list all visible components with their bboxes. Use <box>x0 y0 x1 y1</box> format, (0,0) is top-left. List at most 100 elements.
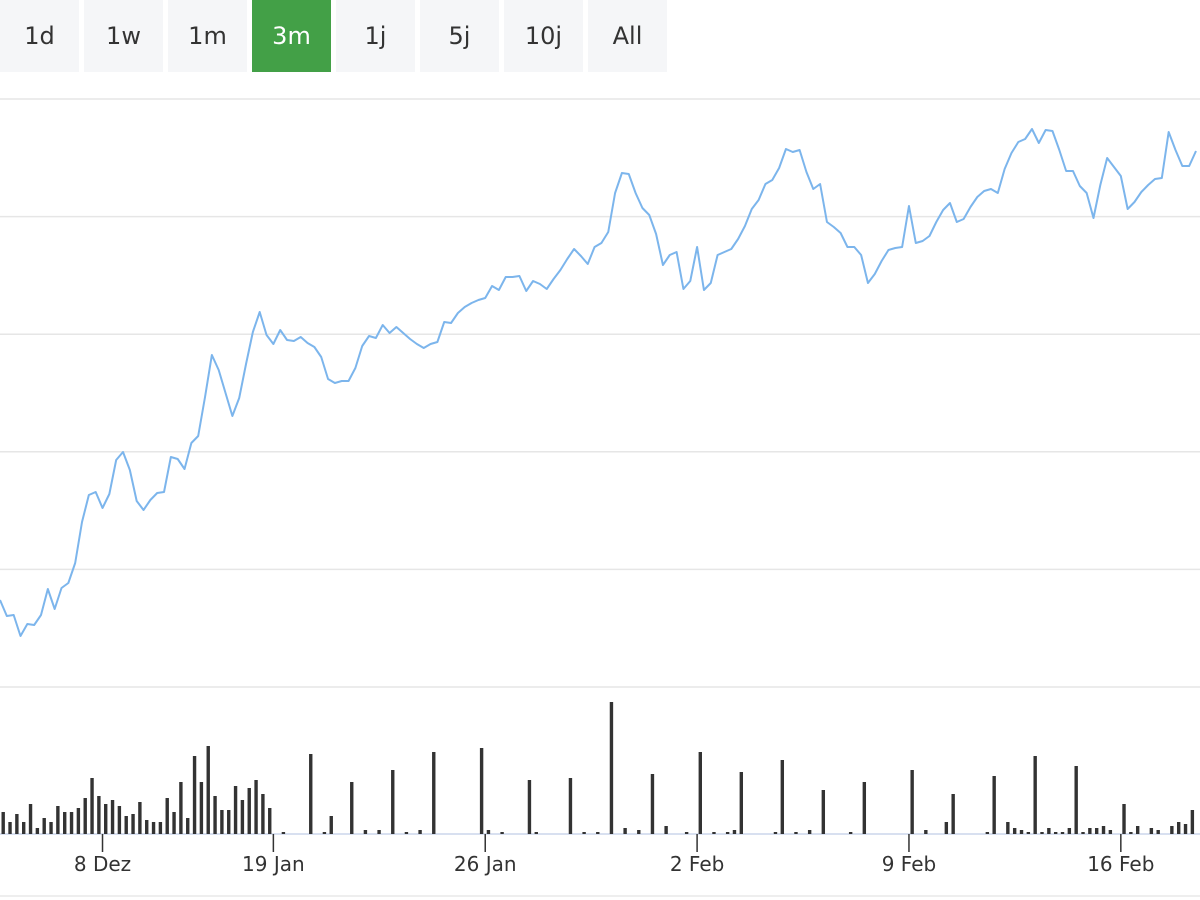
volume-bar <box>1170 826 1174 834</box>
volume-bar <box>650 774 655 834</box>
volume-bar <box>1101 826 1106 834</box>
range-button[interactable]: 3m <box>252 0 331 72</box>
volume-bar <box>773 832 778 834</box>
volume-bar <box>1156 830 1160 834</box>
volume-bar <box>1019 830 1024 834</box>
volume-bar <box>712 832 716 834</box>
volume-bar <box>985 832 990 834</box>
x-tick-label: 9 Feb <box>882 852 937 876</box>
volume-bar <box>90 778 94 834</box>
volume-bar <box>404 832 409 834</box>
volume-bar <box>1006 822 1010 834</box>
volume-bar <box>1108 830 1113 834</box>
range-button[interactable]: 5j <box>420 0 499 72</box>
volume-bar <box>42 818 46 834</box>
volume-bar <box>725 832 730 834</box>
volume-bar <box>186 818 190 834</box>
volume-bar <box>1033 756 1037 834</box>
range-button[interactable]: 1d <box>0 0 79 72</box>
volume-bar <box>1053 832 1058 834</box>
volume-bar <box>206 746 210 834</box>
volume-bar <box>807 830 812 834</box>
volume-bar <box>165 798 169 834</box>
volume-bar <box>172 812 176 834</box>
volume-bar <box>220 810 224 834</box>
volume-bar <box>479 748 484 834</box>
volume-bar <box>1149 828 1154 834</box>
price-line <box>0 128 1197 637</box>
volume-bar <box>377 830 381 834</box>
x-tick-label: 16 Feb <box>1087 852 1154 876</box>
volume-bar <box>213 796 217 834</box>
volume-bar <box>1183 824 1188 834</box>
volume-bar <box>568 778 573 834</box>
volume-bar <box>1088 828 1092 834</box>
x-tick-label: 8 Dez <box>74 852 131 876</box>
volume-bar <box>1060 832 1065 834</box>
volume-bar <box>158 822 163 834</box>
x-tick-label: 2 Feb <box>670 852 725 876</box>
volume-bar <box>69 812 74 834</box>
volume-bar <box>527 780 532 834</box>
volume-bar <box>8 822 12 834</box>
volume-bar <box>391 770 395 834</box>
range-button[interactable]: 1m <box>168 0 247 72</box>
volume-bar <box>350 782 354 834</box>
volume-bar <box>1067 828 1072 834</box>
volume-bar <box>1190 810 1195 834</box>
volume-bar <box>35 828 40 834</box>
volume-bar <box>1074 766 1078 834</box>
volume-bar <box>794 832 798 834</box>
volume-bar <box>739 772 744 834</box>
volume-bar <box>117 806 122 834</box>
volume-bar <box>309 754 313 834</box>
volume-bar <box>944 822 949 834</box>
volume-bar <box>1122 804 1126 834</box>
volume-bar <box>131 814 135 834</box>
volume-bar <box>684 832 689 834</box>
volume-bar <box>329 816 333 834</box>
volume-bar <box>582 832 586 834</box>
volume-bar <box>1094 828 1099 834</box>
range-button[interactable]: 1j <box>336 0 415 72</box>
volume-bar <box>1040 832 1044 834</box>
volume-bar <box>76 808 81 834</box>
range-button[interactable]: All <box>588 0 667 72</box>
volume-bar <box>322 832 327 834</box>
volume-bar <box>110 800 115 834</box>
volume-bar <box>281 832 286 834</box>
volume-bar <box>821 790 826 834</box>
volume-bar <box>240 800 245 834</box>
volume-bar <box>83 798 87 834</box>
range-button[interactable]: 10j <box>504 0 583 72</box>
volume-bar <box>910 770 914 834</box>
volume-bar <box>1026 832 1031 834</box>
volume-bar <box>732 830 737 834</box>
volume-bar <box>233 786 238 834</box>
volume-bar <box>1135 826 1140 834</box>
volume-bar <box>15 814 19 834</box>
volume-bar <box>534 832 538 834</box>
range-button[interactable]: 1w <box>84 0 163 72</box>
volume-bar <box>138 802 142 834</box>
x-tick-label: 26 Jan <box>454 852 517 876</box>
volume-bar <box>1081 832 1085 834</box>
volume-bar <box>63 812 67 834</box>
volume-bar <box>254 780 258 834</box>
volume-bar <box>28 804 33 834</box>
volume-bar <box>192 756 197 834</box>
volume-bar <box>1129 832 1133 834</box>
volume-bar <box>268 808 272 834</box>
volume-bar <box>199 782 204 834</box>
volume-bar <box>49 822 53 834</box>
volume-bar <box>179 782 183 834</box>
volume-bar <box>698 752 702 834</box>
volume-bar <box>97 796 101 834</box>
volume-bar <box>609 702 614 834</box>
volume-bar <box>22 822 26 834</box>
volume-bar <box>862 782 867 834</box>
volume-bar <box>145 820 149 834</box>
volume-bar <box>1176 822 1181 834</box>
volume-bar <box>432 752 436 834</box>
